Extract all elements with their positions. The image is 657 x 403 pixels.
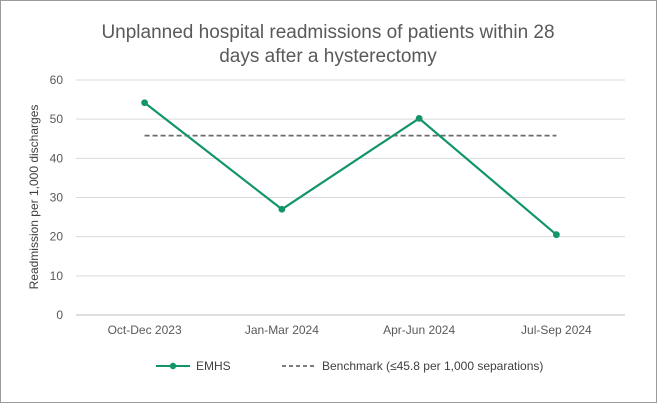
legend-benchmark-label: Benchmark (≤45.8 per 1,000 separations) xyxy=(322,359,543,373)
x-tick-label: Apr-Jun 2024 xyxy=(383,323,455,337)
series-line-emhs xyxy=(143,101,558,236)
y-tick-label: 40 xyxy=(50,151,64,165)
y-tick-label: 50 xyxy=(50,112,64,126)
emhs-point-3 xyxy=(415,114,423,122)
y-tick-label: 10 xyxy=(50,269,64,283)
y-tick-label: 60 xyxy=(50,73,64,87)
chart-title-line-1: Unplanned hospital readmissions of patie… xyxy=(101,22,554,43)
y-axis-ticks: 0 10 20 30 40 50 60 xyxy=(50,73,64,322)
emhs-point-1 xyxy=(141,99,149,107)
legend: EMHS Benchmark (≤45.8 per 1,000 separati… xyxy=(156,359,543,373)
x-axis-ticks: Oct-Dec 2023 Jan-Mar 2024 Apr-Jun 2024 Jul-… xyxy=(108,323,592,337)
x-tick-label: Jul-Sep 2024 xyxy=(521,323,592,337)
gridlines xyxy=(76,79,625,316)
emhs-point-4 xyxy=(552,231,560,239)
x-tick-label: Oct-Dec 2023 xyxy=(108,323,182,337)
legend-emhs-marker xyxy=(169,362,177,370)
legend-emhs-label: EMHS xyxy=(196,359,231,373)
emhs-point-2 xyxy=(278,205,286,213)
chart-title-line-2: days after a hysterectomy xyxy=(219,46,437,67)
y-tick-label: 0 xyxy=(56,308,63,322)
y-tick-label: 20 xyxy=(50,230,64,244)
x-tick-label: Jan-Mar 2024 xyxy=(245,323,319,337)
y-tick-label: 30 xyxy=(50,191,64,205)
y-axis-label: Readmission per 1,000 discharges xyxy=(27,105,41,290)
series-layer xyxy=(141,99,560,239)
